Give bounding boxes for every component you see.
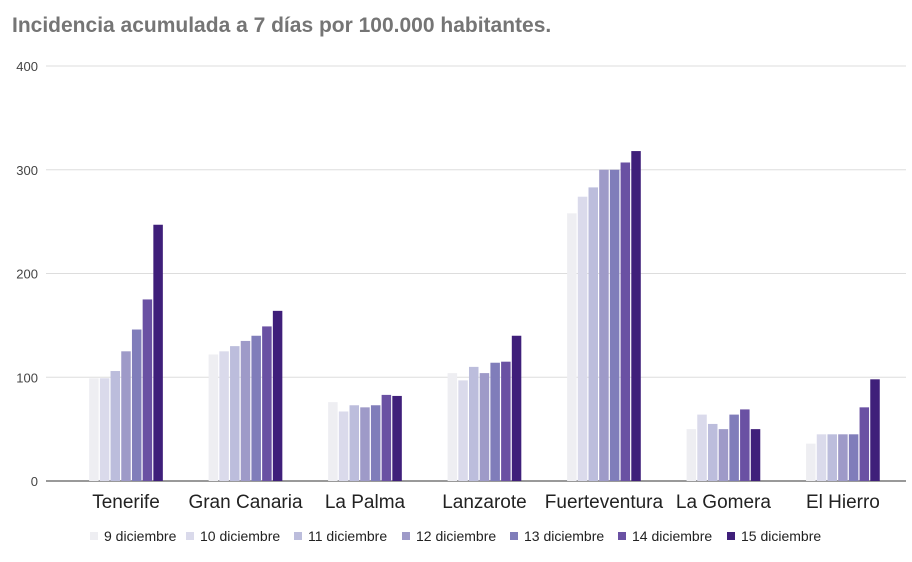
legend-swatch xyxy=(186,532,194,540)
bar xyxy=(381,394,392,481)
bar xyxy=(870,379,880,481)
bar xyxy=(99,378,110,481)
bar xyxy=(838,434,848,481)
bar xyxy=(479,373,490,481)
y-axis-ticks: 0 100 200 300 400 xyxy=(16,59,38,489)
legend-swatch xyxy=(618,532,626,540)
legend-item[interactable]: 12 diciembre xyxy=(402,528,496,544)
bar xyxy=(208,354,219,481)
bar xyxy=(219,351,229,481)
x-tick-label: Tenerife xyxy=(92,492,160,513)
chart-title: Incidencia acumulada a 7 días por 100.00… xyxy=(12,14,552,37)
legend: 9 diciembre 10 diciembre 11 diciembre 12 di… xyxy=(0,528,912,550)
bar xyxy=(349,405,360,481)
bar xyxy=(609,169,620,481)
legend-label: 15 diciembre xyxy=(741,528,822,544)
bar xyxy=(827,434,837,481)
bar xyxy=(631,151,641,481)
bar xyxy=(240,340,251,481)
y-tick-label: 100 xyxy=(16,370,38,385)
x-tick-label: Lanzarote xyxy=(442,492,527,513)
legend-item[interactable]: 11 diciembre xyxy=(294,528,387,544)
bar xyxy=(142,299,153,481)
bar-chart: 0 100 200 300 400 Tenerife Gran Canaria La Pal… xyxy=(16,59,906,513)
legend-label: 13 diciembre xyxy=(524,528,605,544)
bar xyxy=(740,409,750,481)
bar xyxy=(729,414,739,481)
bar xyxy=(490,362,500,481)
legend-label: 10 diciembre xyxy=(200,528,281,544)
bar xyxy=(511,335,522,481)
legend-swatch xyxy=(294,532,302,540)
legend-item[interactable]: 9 diciembre xyxy=(90,528,176,544)
bar xyxy=(620,162,631,482)
bar xyxy=(110,371,121,481)
x-tick-label: La Palma xyxy=(325,492,406,513)
bars xyxy=(89,151,880,482)
x-tick-label: Gran Canaria xyxy=(188,492,302,513)
bar xyxy=(750,429,761,482)
legend-swatch xyxy=(727,532,735,540)
bar xyxy=(848,434,859,481)
bar xyxy=(447,373,458,481)
legend-item[interactable]: 15 diciembre xyxy=(727,528,821,544)
bar xyxy=(686,429,697,482)
bar xyxy=(577,196,588,481)
bar xyxy=(370,405,381,481)
bar xyxy=(567,213,577,481)
x-tick-label: Fuerteventura xyxy=(545,492,664,513)
bar xyxy=(588,187,598,481)
bar xyxy=(360,407,370,481)
bar xyxy=(153,224,163,482)
legend-item[interactable]: 13 diciembre xyxy=(510,528,604,544)
bar xyxy=(328,402,338,481)
bar xyxy=(458,380,468,481)
bar xyxy=(338,411,349,481)
bar xyxy=(697,414,707,481)
bar xyxy=(121,351,131,481)
bar xyxy=(707,423,718,481)
bar xyxy=(272,310,283,481)
y-tick-label: 200 xyxy=(16,267,38,282)
bar xyxy=(262,326,272,481)
legend-swatch xyxy=(402,532,410,540)
legend-label: 12 diciembre xyxy=(416,528,497,544)
bar xyxy=(392,395,402,481)
bar xyxy=(806,443,816,481)
legend-item[interactable]: 10 diciembre xyxy=(186,528,280,544)
y-tick-label: 400 xyxy=(16,59,38,74)
bar xyxy=(599,169,609,481)
legend-swatch xyxy=(510,532,518,540)
y-tick-label: 300 xyxy=(16,163,38,178)
legend-item[interactable]: 14 diciembre xyxy=(618,528,712,544)
bar xyxy=(251,335,261,481)
bar xyxy=(469,366,479,482)
legend-label: 11 diciembre xyxy=(308,528,388,544)
legend-swatch xyxy=(90,532,98,540)
bar xyxy=(859,407,870,481)
x-axis-ticks: Tenerife Gran Canaria La Palma Lanzarote Fue… xyxy=(92,492,880,513)
bar xyxy=(89,378,99,481)
bar xyxy=(718,429,729,482)
x-tick-label: El Hierro xyxy=(806,492,880,513)
legend-label: 14 diciembre xyxy=(632,528,713,544)
bar xyxy=(501,361,511,481)
bar xyxy=(131,329,142,481)
bar xyxy=(230,346,240,482)
bar xyxy=(816,434,827,481)
x-tick-label: La Gomera xyxy=(676,492,771,513)
y-tick-label: 0 xyxy=(31,474,38,489)
legend-label: 9 diciembre xyxy=(104,528,177,544)
